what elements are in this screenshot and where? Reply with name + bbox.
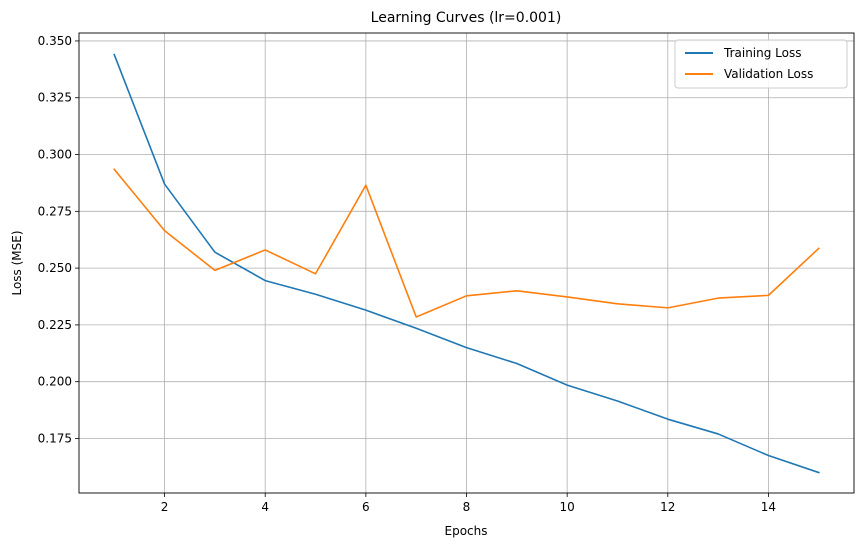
y-tick-label: 0.350: [38, 34, 72, 48]
x-tick-label: 2: [161, 500, 169, 514]
y-tick-label: 0.275: [38, 204, 72, 218]
x-axis-label: Epochs: [445, 524, 488, 538]
y-axis-ticks: 0.175 0.200 0.225 0.250 0.275 0.300 0.325 0.350: [38, 34, 79, 445]
x-tick-label: 6: [362, 500, 370, 514]
x-tick-label: 14: [761, 500, 776, 514]
chart-title: Learning Curves (lr=0.001): [371, 10, 562, 26]
y-tick-label: 0.200: [38, 375, 72, 389]
series-line-training-loss: [113, 53, 820, 474]
grid-lines: [79, 33, 854, 493]
y-axis-label: Loss (MSE): [10, 230, 24, 295]
x-tick-label: 4: [261, 500, 269, 514]
y-tick-label: 0.325: [38, 91, 72, 105]
legend: Training Loss Validation Loss: [674, 39, 848, 89]
x-tick-label: 12: [660, 500, 675, 514]
y-tick-label: 0.175: [38, 431, 72, 445]
x-tick-label: 10: [560, 500, 575, 514]
y-tick-label: 0.300: [38, 148, 72, 162]
legend-label-validation-loss: Validation Loss: [724, 67, 813, 81]
x-tick-label: 8: [463, 500, 471, 514]
x-axis-ticks: 2 4 6 8 10 12 14: [161, 493, 776, 514]
series-line-validation-loss: [113, 168, 820, 318]
legend-box: [674, 39, 848, 89]
y-tick-label: 0.250: [38, 261, 72, 275]
legend-label-training-loss: Training Loss: [723, 46, 801, 60]
data-series: [113, 53, 820, 474]
y-tick-label: 0.225: [38, 318, 72, 332]
